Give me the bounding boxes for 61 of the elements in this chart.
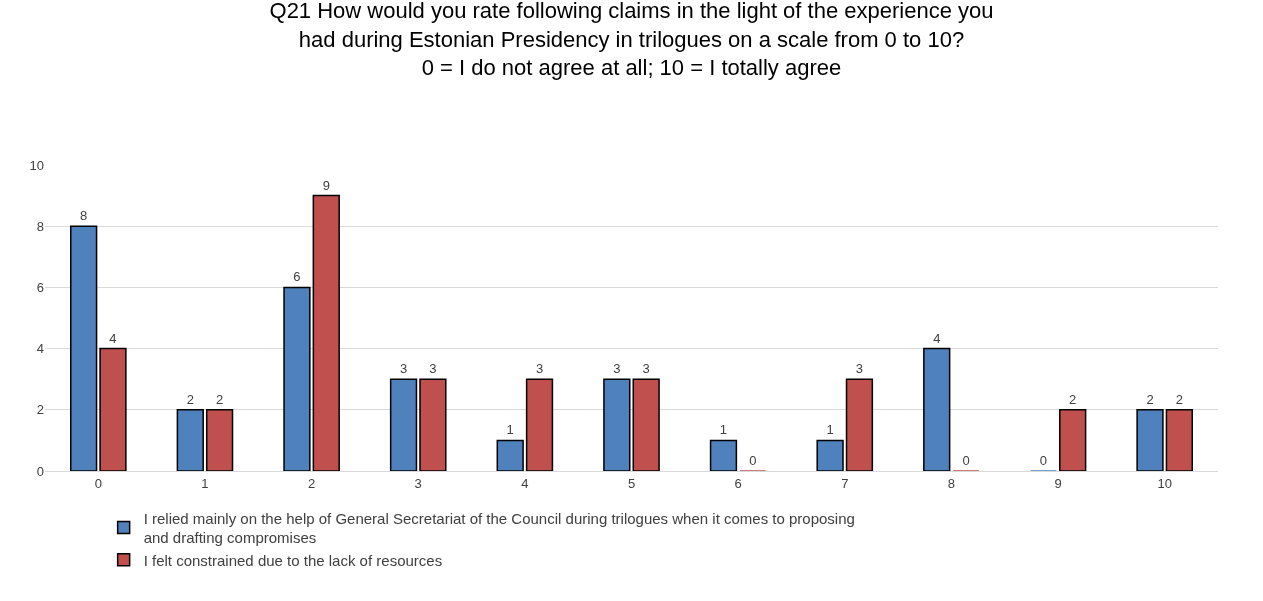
bar bbox=[525, 378, 554, 471]
data-label: 2 bbox=[186, 391, 194, 407]
y-tick-label: 2 bbox=[36, 402, 44, 418]
x-tick-label: 6 bbox=[734, 475, 742, 491]
bar bbox=[419, 378, 447, 471]
bar bbox=[205, 409, 234, 471]
bar bbox=[312, 194, 340, 471]
data-label: 1 bbox=[719, 422, 728, 438]
data-label: 0 bbox=[962, 453, 970, 468]
data-label: 2 bbox=[1146, 391, 1154, 407]
bar bbox=[1136, 409, 1164, 471]
x-tick-label: 7 bbox=[841, 475, 849, 491]
data-label: 1 bbox=[826, 422, 834, 438]
bar bbox=[709, 439, 738, 471]
data-label: 8 bbox=[80, 208, 88, 224]
legend-label: I relied mainly on the help of General Secretariat of the Council during trilogues when it comes to proposing and drafting compromises bbox=[143, 509, 855, 547]
bar bbox=[389, 378, 418, 471]
y-tick-label: 0 bbox=[36, 463, 44, 479]
data-label: 4 bbox=[109, 330, 117, 346]
bar bbox=[1165, 409, 1193, 471]
data-label: 0 bbox=[749, 453, 757, 468]
bar bbox=[603, 378, 631, 471]
data-label: 3 bbox=[429, 361, 437, 377]
bar bbox=[283, 286, 311, 471]
data-label: 1 bbox=[506, 422, 514, 438]
y-tick-label: 4 bbox=[36, 341, 44, 357]
bar bbox=[1059, 409, 1087, 471]
data-label: 3 bbox=[535, 361, 544, 377]
y-tick-label: 10 bbox=[29, 157, 44, 173]
data-label: 4 bbox=[933, 330, 941, 346]
data-label: 2 bbox=[1175, 391, 1183, 407]
chart-title: Q21 How would you rate following claims in the light of the experience you had during Estonian Presidency in trilogues on a scale from 0 to 10? 0 = I do not agree at all; 10 = I totally agree bbox=[269, 0, 994, 81]
x-tick-label: 0 bbox=[94, 475, 102, 491]
data-label: 3 bbox=[399, 361, 408, 377]
data-label: 2 bbox=[216, 391, 224, 407]
data-label: 0 bbox=[1039, 453, 1047, 468]
y-tick-label: 6 bbox=[36, 279, 44, 295]
bar bbox=[99, 347, 127, 471]
data-label: 3 bbox=[642, 361, 650, 377]
bar bbox=[70, 225, 98, 471]
bar bbox=[632, 378, 660, 471]
x-tick-label: 4 bbox=[521, 475, 529, 491]
data-label: 6 bbox=[293, 269, 301, 285]
bar bbox=[845, 378, 874, 471]
bar bbox=[496, 439, 524, 471]
x-tick-label: 5 bbox=[627, 475, 636, 491]
x-tick-label: 10 bbox=[1157, 475, 1172, 491]
x-tick-label: 1 bbox=[201, 475, 209, 491]
bar bbox=[176, 409, 204, 471]
x-tick-label: 9 bbox=[1054, 475, 1062, 491]
x-tick-label: 2 bbox=[307, 475, 316, 491]
data-label: 3 bbox=[613, 361, 621, 377]
legend-label: I felt constrained due to the lack of resources bbox=[143, 551, 443, 569]
bar bbox=[816, 439, 844, 471]
x-tick-label: 3 bbox=[414, 475, 422, 491]
data-label: 2 bbox=[1069, 391, 1077, 407]
bar bbox=[923, 347, 951, 471]
data-label: 9 bbox=[322, 177, 330, 193]
y-tick-label: 8 bbox=[36, 218, 44, 234]
x-tick-label: 8 bbox=[947, 475, 956, 491]
data-label: 3 bbox=[855, 361, 864, 377]
